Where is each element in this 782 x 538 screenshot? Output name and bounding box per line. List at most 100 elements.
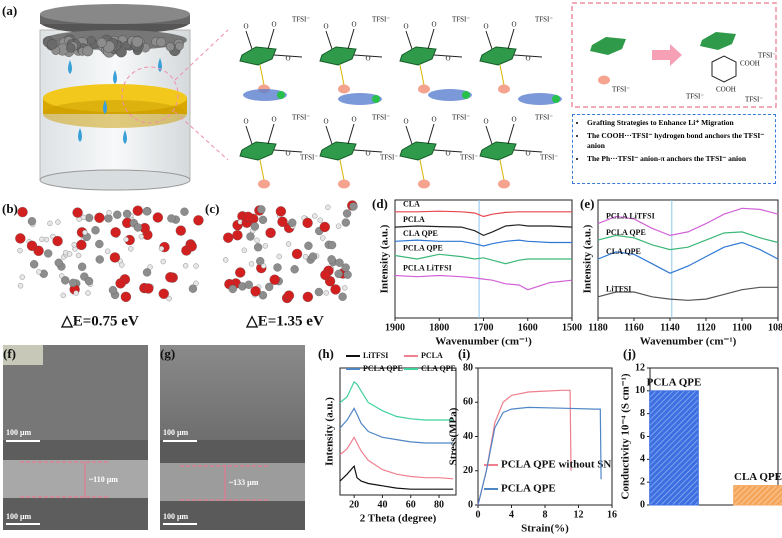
atom	[66, 251, 73, 257]
atom	[320, 269, 331, 281]
panel-label: (g)	[160, 346, 175, 361]
x-tick-label: 20	[349, 499, 359, 510]
atom	[260, 263, 267, 269]
atom	[258, 215, 268, 224]
atom	[29, 260, 39, 269]
atom	[43, 236, 50, 243]
atom	[119, 262, 125, 268]
bond	[267, 123, 275, 145]
li-ion	[338, 93, 382, 105]
panel-label: (j)	[623, 346, 636, 361]
x-tick-label: 1500	[562, 322, 582, 333]
bond	[339, 159, 345, 181]
atom	[27, 217, 37, 226]
x-tick-label: 1900	[385, 322, 405, 333]
sugar-ring	[399, 141, 437, 161]
atom	[276, 253, 282, 260]
atom	[330, 284, 341, 295]
sugar-ring	[239, 141, 277, 161]
atom	[113, 210, 122, 219]
tfsi-label: TFSI⁻	[758, 52, 776, 60]
atom	[104, 214, 113, 223]
atom	[335, 258, 344, 267]
atom	[17, 283, 24, 289]
atom-label: O	[365, 55, 370, 63]
atom	[193, 215, 204, 226]
bond	[427, 28, 435, 50]
atom	[182, 263, 189, 269]
atom	[132, 205, 143, 216]
atom	[15, 233, 26, 244]
scale-label: 100 μm	[163, 512, 189, 521]
tfsi-ion	[418, 84, 430, 94]
atom	[106, 209, 112, 216]
atom	[44, 249, 53, 258]
atom	[17, 206, 28, 218]
plot-frame	[339, 367, 457, 496]
atom	[71, 242, 77, 248]
sugar-ring	[319, 141, 357, 161]
panel-label: (c)	[205, 201, 219, 216]
particle	[131, 36, 143, 48]
atom	[94, 212, 105, 223]
x-tick-label: 1180	[588, 322, 607, 333]
atom	[55, 219, 61, 225]
grafting-item: Grafting Strategies to Enhance Li⁺ Migra…	[587, 118, 771, 128]
bond	[499, 159, 505, 181]
atom	[223, 257, 229, 263]
x-tick-label: 1080	[768, 322, 782, 333]
li-core	[462, 91, 470, 99]
y-axis-label: Intensity (a.u.)	[582, 224, 594, 293]
series-line	[395, 210, 572, 218]
atom	[291, 248, 303, 260]
atom	[308, 252, 318, 261]
x-tick-label: 1800	[429, 322, 449, 333]
atom	[166, 295, 172, 302]
atom	[250, 222, 260, 231]
particle	[86, 36, 96, 45]
y-tick-label: 0	[640, 499, 645, 510]
tfsi-label: TFSI⁻	[292, 16, 310, 24]
x-tick-label: 1120	[696, 322, 715, 333]
atom	[120, 291, 132, 302]
group-label: COOH	[716, 86, 736, 94]
tfsi-ion	[258, 179, 270, 189]
x-tick-label: 0	[476, 509, 481, 520]
series-label: PCLA	[403, 215, 425, 224]
atom	[250, 286, 261, 297]
atom	[105, 248, 111, 254]
atom-label: O	[403, 118, 408, 126]
panel-label: (b)	[2, 201, 18, 216]
series-line	[339, 464, 454, 490]
tfsi-label: TFSI⁻	[540, 154, 558, 162]
x-axis-label: Strain(%)	[521, 523, 569, 535]
series-line	[597, 286, 778, 301]
sugar-ring	[239, 46, 277, 66]
atom	[269, 274, 280, 285]
bond	[353, 54, 383, 58]
atom	[323, 290, 329, 296]
tfsi-label: TFSI⁻	[380, 154, 398, 162]
atom	[142, 207, 151, 216]
series-line	[597, 207, 779, 237]
atom	[241, 247, 247, 253]
bond	[347, 28, 355, 50]
tfsi-ion	[338, 179, 350, 189]
energy-label: △E=0.75 eV	[60, 313, 139, 329]
tfsi-ion	[498, 84, 510, 94]
particle	[66, 43, 76, 53]
atom	[188, 284, 198, 293]
tfsi-label: TFSI⁻	[612, 86, 630, 94]
atom	[69, 278, 78, 288]
y-tick-label: 10	[635, 385, 645, 396]
carbon-particles	[42, 34, 184, 58]
y-tick-label: 80	[463, 362, 473, 373]
atom	[128, 246, 134, 252]
bond	[433, 149, 463, 153]
y-tick-label: 40	[463, 431, 473, 442]
atom-label: O	[351, 116, 356, 124]
series-line	[339, 380, 454, 421]
atom	[115, 278, 126, 289]
bond	[405, 30, 413, 50]
